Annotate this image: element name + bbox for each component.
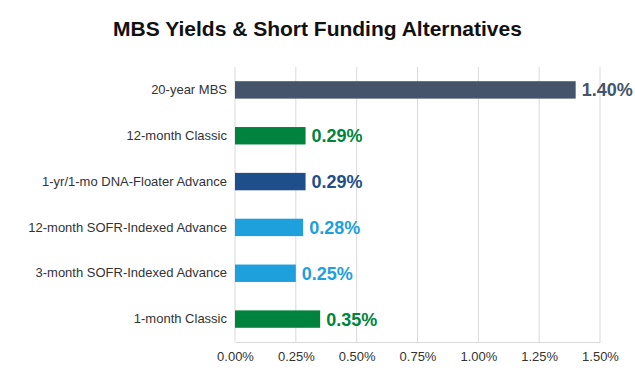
- bar: [235, 173, 306, 190]
- y-tick-label: 12-month SOFR-Indexed Advance: [28, 220, 227, 235]
- bar: [235, 127, 306, 144]
- data-label: 0.29%: [312, 172, 363, 192]
- x-tick-label: 0.50%: [339, 349, 376, 364]
- data-label: 1.40%: [582, 80, 633, 100]
- y-tick-label: 20-year MBS: [151, 82, 227, 97]
- y-tick: 1-yr/1-mo DNA-Floater Advance: [42, 174, 235, 189]
- x-tick-label: 1.50%: [582, 349, 619, 364]
- x-axis: 0.00% 0.25% 0.50% 0.75% 1.00% 1.25% 1.50%: [217, 342, 619, 364]
- x-tick: 1.25%: [521, 342, 558, 364]
- y-tick: 1-month Classic: [134, 311, 235, 326]
- chart: MBS Yields & Short Funding Alternatives 0…: [0, 0, 635, 384]
- x-axis-line: [236, 342, 601, 343]
- y-tick: 12-month Classic: [127, 128, 235, 143]
- y-tick: 12-month SOFR-Indexed Advance: [28, 220, 235, 235]
- y-tick-label: 1-month Classic: [134, 311, 228, 326]
- x-tick: 0.25%: [278, 342, 315, 364]
- bar: [235, 310, 320, 327]
- grid-line: [295, 67, 296, 342]
- grid-line: [539, 67, 540, 342]
- x-tick-label: 0.00%: [217, 349, 254, 364]
- x-tick-label: 0.25%: [278, 349, 315, 364]
- data-label: 0.35%: [326, 310, 377, 330]
- x-tick: 0.75%: [400, 342, 437, 364]
- x-tick: 0.00%: [217, 342, 254, 364]
- y-tick: 3-month SOFR-Indexed Advance: [36, 265, 236, 280]
- y-tick: 20-year MBS: [151, 82, 235, 97]
- x-tick-label: 1.00%: [460, 349, 497, 364]
- grid-line: [478, 67, 479, 342]
- grid-line: [600, 67, 601, 342]
- bar: [235, 219, 303, 236]
- data-label: 0.25%: [302, 264, 353, 284]
- bar: [235, 81, 576, 98]
- x-tick: 1.50%: [582, 342, 619, 364]
- x-tick-label: 0.75%: [400, 349, 437, 364]
- grid-line: [356, 67, 357, 342]
- x-tick: 0.50%: [339, 342, 376, 364]
- bars: [235, 81, 576, 328]
- y-axis: 20-year MBS 12-month Classic 1-yr/1-mo DNA…: [28, 68, 235, 343]
- grid-line: [417, 67, 418, 342]
- y-tick-label: 3-month SOFR-Indexed Advance: [36, 265, 228, 280]
- data-labels: 1.40% 0.29% 0.29% 0.28% 0.25% 0.35%: [302, 80, 633, 329]
- title: MBS Yields & Short Funding Alternatives: [113, 17, 522, 40]
- x-tick: 1.00%: [460, 342, 497, 364]
- y-tick-label: 1-yr/1-mo DNA-Floater Advance: [42, 174, 227, 189]
- x-tick-label: 1.25%: [521, 349, 558, 364]
- y-axis-line: [235, 68, 236, 343]
- grid: [235, 67, 600, 342]
- bar: [235, 265, 296, 282]
- y-tick-label: 12-month Classic: [127, 128, 228, 143]
- data-label: 0.28%: [309, 218, 360, 238]
- data-label: 0.29%: [312, 126, 363, 146]
- grid-line: [235, 67, 236, 342]
